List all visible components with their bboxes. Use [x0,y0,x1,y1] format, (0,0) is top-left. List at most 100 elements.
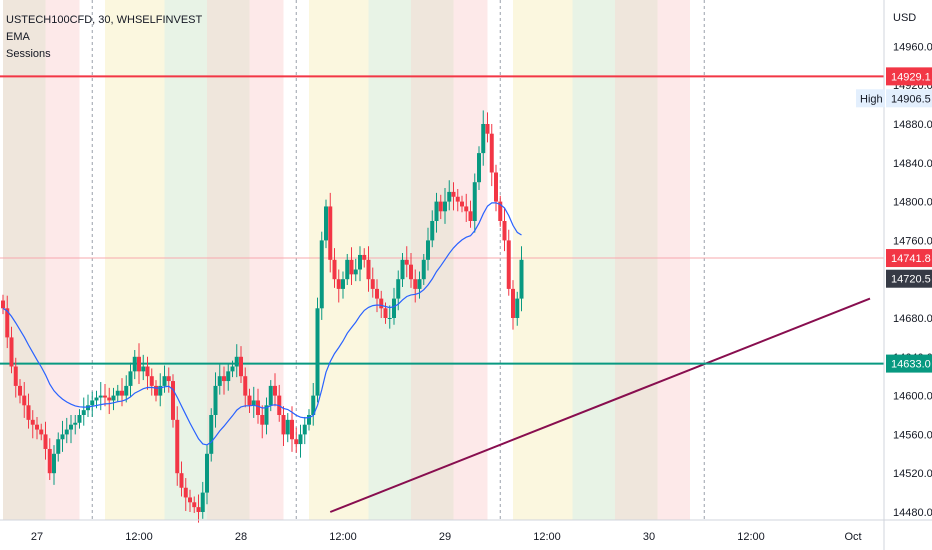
candle-body [307,415,311,425]
candle-body [239,356,243,377]
candle-body [400,259,405,280]
y-tick-label: 14560.0 [893,429,932,441]
candle-body [392,298,396,318]
candle-body [120,390,124,396]
session-band [105,0,165,520]
y-tick-label: 14600.0 [893,391,932,403]
candle-body [115,390,120,396]
session-band [572,0,615,520]
candle-body [506,240,511,289]
x-tick-label: 12:00 [533,531,561,543]
price-label-text: 14929.1 [891,71,931,83]
candle-body [222,376,226,382]
indicator-ema-label[interactable]: EMA [6,31,30,43]
candle-body [200,492,205,512]
candle-body [489,133,494,173]
candle-body [35,424,39,430]
candle-body [192,502,197,508]
candle-body [413,279,418,289]
y-tick-label: 14960.0 [893,41,932,53]
candle-body [290,419,294,440]
candle-body [226,371,231,382]
x-tick-label: 27 [31,531,43,543]
candle-body [494,172,498,202]
candle-body [183,487,188,498]
candle-body [196,507,201,512]
candle-body [43,434,48,449]
price-label-box [886,354,932,373]
session-band [657,0,690,520]
candle-body [375,288,379,299]
price-label-box [886,269,932,288]
price-label-box [886,249,932,268]
price-label-text: 14741.8 [891,253,931,265]
currency-label[interactable]: USD [893,12,917,24]
candle-body [455,196,460,202]
trend-line-segment [329,297,871,513]
candle-body [260,415,265,425]
candle-body [149,376,154,386]
candle-body [511,288,515,318]
candle-body [502,221,507,241]
candle-body [86,405,90,411]
candle-body [417,279,422,289]
candle-body [90,400,95,406]
ema-series-line [2,202,522,446]
candle-body [341,279,345,289]
candle-body [315,308,320,396]
x-tick-label: Oct [844,531,861,543]
session-band [411,0,454,520]
candle-body [268,385,273,406]
candle-body [302,424,307,435]
candle-body [438,201,443,212]
session-band [453,0,488,520]
candle-body [285,419,290,435]
candle-body [217,376,222,386]
candle-body [464,206,469,212]
x-tick-label: 28 [235,531,247,543]
indicator-sessions-label[interactable]: Sessions [6,48,51,60]
y-tick-label: 14480.0 [893,507,932,519]
candle-body [362,254,367,260]
ema-line [2,202,522,446]
candle-body [64,429,69,435]
candle-body [251,400,256,406]
candle-body [128,371,133,386]
candle-body [209,415,214,454]
candlestick-series [1,110,524,523]
candle-body [39,429,44,435]
candle-body [141,366,146,372]
candle-body [22,395,27,406]
trend-line[interactable] [329,297,871,513]
candle-body [324,206,328,241]
y-tick-label: 14880.0 [893,119,932,131]
price-label-text: 14633.0 [891,359,931,371]
candle-body [426,240,430,260]
candle-body [319,240,324,309]
y-tick-label: 14520.0 [893,468,932,480]
candle-body [137,356,141,372]
candle-body [485,124,490,134]
candle-body [9,337,14,367]
candle-body [111,395,116,401]
candle-body [94,397,99,401]
candle-body [328,206,333,260]
candle-body [18,385,22,396]
candle-body [387,318,392,319]
candle-body [77,415,82,423]
candle-body [447,191,452,202]
candle-body [166,376,171,382]
candle-body [162,376,167,386]
candle-body [188,497,192,503]
price-label-box [886,89,932,108]
candle-body [468,211,473,221]
chart-legend: USTECH100CFD, 30, WHSELFINVEST EMA Sessi… [6,12,202,63]
price-tag-text: High [860,93,883,105]
x-tick-label: 12:00 [737,531,765,543]
candle-body [132,356,137,372]
price-labels: 14929.1 14906.5 High 14741.8 14720.5 14633.0 [856,67,932,373]
candle-body [349,259,354,275]
candle-body [345,259,350,280]
symbol-title[interactable]: USTECH100CFD, 30, WHSELFINVEST [6,14,203,26]
